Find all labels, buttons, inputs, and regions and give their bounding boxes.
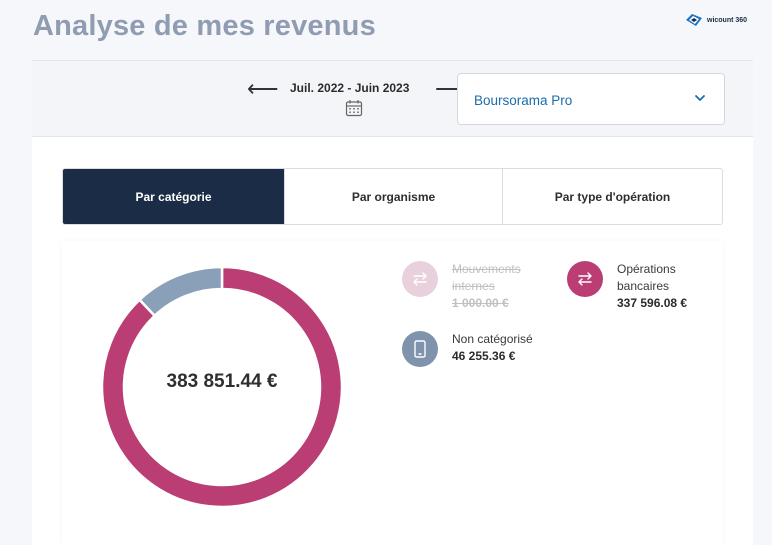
legend-label: Opérations bancaires <box>617 262 676 293</box>
legend-text: Mouvements internes 1 000.00 € <box>452 261 532 312</box>
legend-text: Opérations bancaires 337 596.08 € <box>617 261 707 312</box>
main-panel: ⟵ Juil. 2022 - Juin 2023 ⟶ Boursorama Pr… <box>32 60 753 545</box>
legend-label: Non catégorisé <box>452 332 533 346</box>
legend-item-operations-bancaires[interactable]: Opérations bancaires 337 596.08 € <box>567 261 707 312</box>
legend-item-non-categorise[interactable]: Non catégorisé 46 255.36 € <box>402 331 552 367</box>
chevron-down-icon <box>695 95 705 101</box>
tab-par-categorie[interactable]: Par catégorie <box>63 169 284 224</box>
transfer-arrows-icon <box>402 261 438 297</box>
donut-slice-0[interactable] <box>100 265 344 509</box>
calendar-icon[interactable] <box>345 99 363 117</box>
page-title: Analyse de mes revenus <box>33 10 376 42</box>
donut-slice-1[interactable] <box>137 265 224 318</box>
legend-amount: 1 000.00 € <box>452 296 509 310</box>
donut-total: 383 851.44 € <box>166 371 278 392</box>
view-tabs: Par catégorie Par organisme Par type d'o… <box>62 168 723 225</box>
legend-item-mouvements-internes[interactable]: Mouvements internes 1 000.00 € <box>402 261 532 312</box>
tab-par-organisme[interactable]: Par organisme <box>284 169 502 224</box>
donut-chart <box>100 265 344 509</box>
account-select[interactable]: Boursorama Pro <box>457 73 725 125</box>
legend-label: Mouvements internes <box>452 262 521 293</box>
period-toolbar: ⟵ Juil. 2022 - Juin 2023 ⟶ Boursorama Pr… <box>32 61 753 137</box>
wicount-logo[interactable]: wicount 360 <box>684 12 747 28</box>
legend-amount: 46 255.36 € <box>452 349 516 363</box>
chart-card: 383 851.44 € Mouvements internes 1 000.0… <box>62 241 723 545</box>
logo-mark-icon <box>686 14 702 26</box>
legend-amount: 337 596.08 € <box>617 296 688 310</box>
tab-par-type-operation[interactable]: Par type d'opération <box>502 169 722 224</box>
logo-text: wicount 360 <box>707 16 748 24</box>
mobile-phone-icon <box>402 331 438 367</box>
arrow-left-icon[interactable]: ⟵ <box>247 76 279 101</box>
transfer-arrows-icon <box>567 261 603 297</box>
account-select-value: Boursorama Pro <box>474 93 573 108</box>
legend-text: Non catégorisé 46 255.36 € <box>452 331 533 367</box>
period-label: Juil. 2022 - Juin 2023 <box>290 81 410 95</box>
